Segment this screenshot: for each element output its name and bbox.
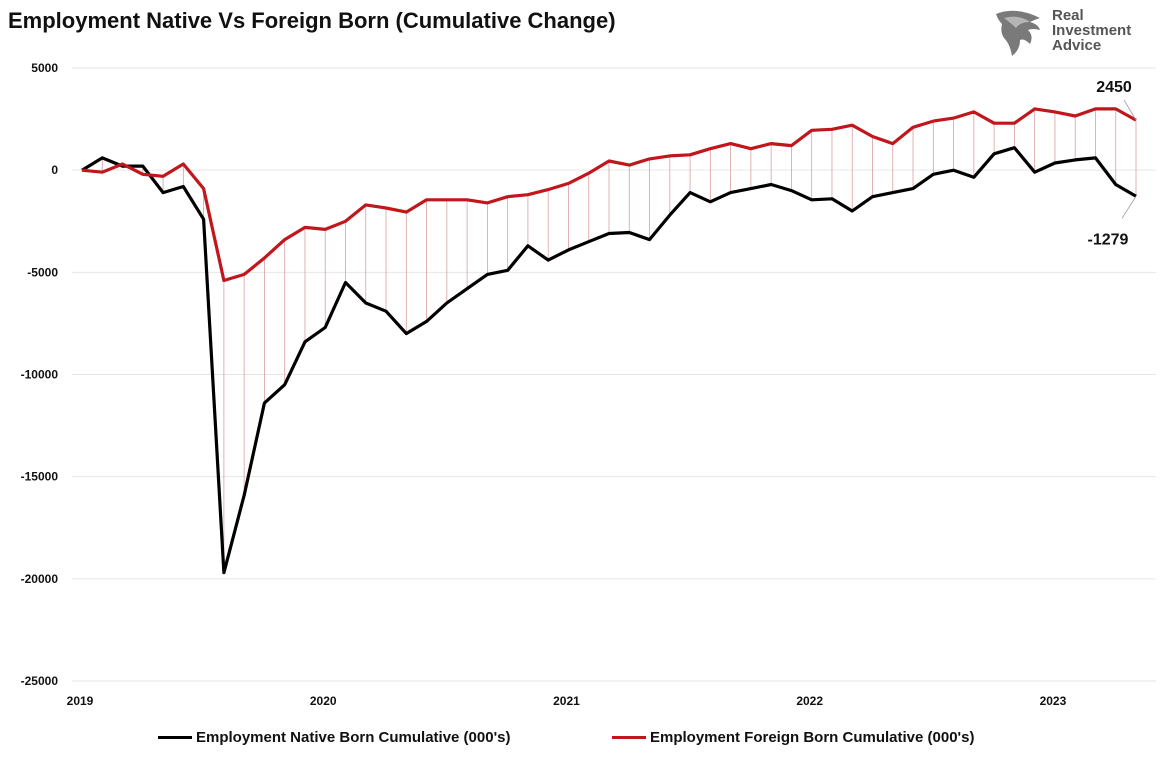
logo: Real Investment Advice [990, 8, 1160, 58]
annotation-leader-native [1121, 196, 1137, 219]
y-tick-label: -10000 [21, 368, 59, 382]
legend-item-native: Employment Native Born Cumulative (000's… [158, 729, 510, 746]
series-lines [81, 107, 1137, 575]
legend-swatch-native [158, 736, 192, 739]
legend-swatch-foreign [612, 736, 646, 739]
y-tick-label: 0 [51, 163, 58, 177]
y-tick-label: -5000 [27, 265, 58, 279]
foreign-born-line [81, 107, 1137, 283]
annotation-native-last: -1279 [1088, 231, 1129, 248]
annotation-foreign-last: 2450 [1096, 79, 1132, 96]
chart-title: Employment Native Vs Foreign Born (Cumul… [8, 8, 616, 33]
x-tick-label: 2022 [796, 694, 823, 708]
x-tick-label: 2021 [553, 694, 580, 708]
legend: Employment Native Born Cumulative (000's… [0, 729, 1169, 749]
y-tick-label: 5000 [31, 61, 58, 75]
y-tick-label: -15000 [21, 470, 59, 484]
logo-line3: Advice [1052, 37, 1102, 54]
x-tick-label: 2019 [67, 694, 94, 708]
y-axis-ticks: 5000 0 -5000 -10000 -15000 -20000 -25000 [21, 61, 59, 688]
y-tick-label: -20000 [21, 572, 59, 586]
annotations: 2450 -1279 [1088, 79, 1137, 248]
x-tick-label: 2023 [1040, 694, 1067, 708]
eagle-logo-icon [996, 10, 1040, 56]
logo-line1: Real [1052, 7, 1084, 24]
legend-label-foreign: Employment Foreign Born Cumulative (000'… [650, 729, 975, 746]
grid-lines [72, 67, 1156, 682]
drop-lines [101, 108, 1137, 573]
legend-item-foreign: Employment Foreign Born Cumulative (000'… [612, 729, 974, 746]
x-axis-ticks: 2019 2020 2021 2022 2023 [67, 694, 1067, 708]
logo-line2: Investment [1052, 22, 1132, 39]
legend-label-native: Employment Native Born Cumulative (000's… [196, 729, 511, 746]
y-tick-label: -25000 [21, 674, 59, 688]
native-born-line [81, 146, 1137, 575]
x-tick-label: 2020 [310, 694, 337, 708]
annotation-leader-foreign [1123, 99, 1137, 121]
